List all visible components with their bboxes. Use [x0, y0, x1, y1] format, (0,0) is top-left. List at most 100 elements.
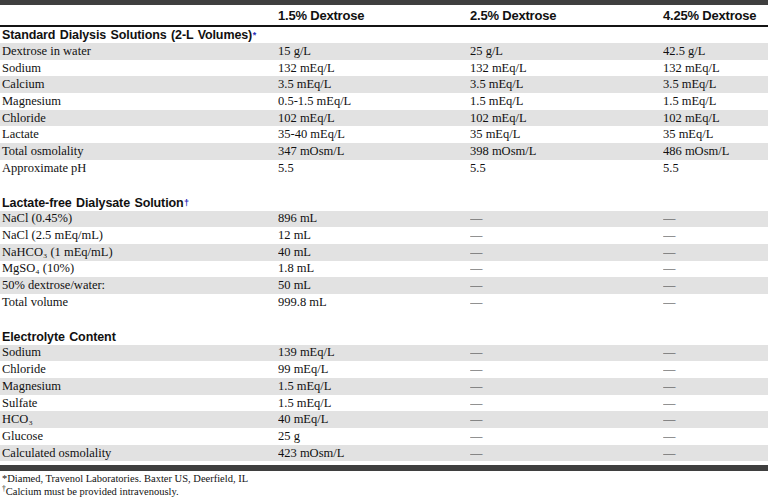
- cell-value: —: [470, 446, 663, 461]
- cell-value: 3.5 mEq/L: [470, 77, 663, 92]
- cell-value: 1.5 mEq/L: [278, 396, 470, 411]
- cell-value: 5.5: [663, 161, 768, 176]
- section-title-text: Electrolyte Content: [2, 330, 116, 344]
- table-row: Total volume999.8 mL——: [0, 294, 768, 311]
- cell-value: 25 g/L: [470, 44, 663, 59]
- column-header-1-5-dextrose: 1.5% Dextrose: [278, 8, 470, 23]
- cell-value: —: [663, 362, 768, 377]
- row-label: Glucose: [0, 429, 278, 444]
- row-label: HCO₃: [0, 412, 278, 427]
- cell-value: 15 g/L: [278, 44, 470, 59]
- cell-value: —: [663, 345, 768, 360]
- table-row: Glucose25 g——: [0, 428, 768, 445]
- section-title: Standard Dialysis Solutions (2-L Volumes…: [0, 27, 768, 43]
- table-row: Lactate35-40 mEq/L35 mEq/L35 mEq/L: [0, 126, 768, 143]
- row-label: Lactate: [0, 127, 278, 142]
- cell-value: 1.5 mEq/L: [470, 94, 663, 109]
- row-label: Dextrose in water: [0, 44, 278, 59]
- cell-value: 486 mOsm/L: [663, 144, 768, 159]
- row-label: MgSO₄ (10%): [0, 261, 278, 276]
- cell-value: 102 mEq/L: [278, 111, 470, 126]
- footnote-asterisk: *Diamed, Travenol Laboratories. Baxter U…: [2, 473, 768, 486]
- cell-value: —: [470, 211, 663, 226]
- cell-value: 132 mEq/L: [470, 61, 663, 76]
- cell-value: —: [470, 396, 663, 411]
- cell-value: —: [663, 379, 768, 394]
- table-row: 50% dextrose/water:50 mL——: [0, 277, 768, 294]
- cell-value: 132 mEq/L: [278, 61, 470, 76]
- cell-value: 0.5-1.5 mEq/L: [278, 94, 470, 109]
- row-label: Total osmolality: [0, 144, 278, 159]
- table-row: HCO₃40 mEq/L——: [0, 411, 768, 428]
- row-label: Calcium: [0, 77, 278, 92]
- cell-value: —: [663, 278, 768, 293]
- row-label: Chloride: [0, 111, 278, 126]
- cell-value: 3.5 mEq/L: [663, 77, 768, 92]
- cell-value: —: [663, 295, 768, 310]
- cell-value: —: [470, 429, 663, 444]
- cell-value: 42.5 g/L: [663, 44, 768, 59]
- footnote-text: Calcium must be provided intravenously.: [6, 486, 179, 497]
- table-row: NaHCO₃ (1 mEq/mL)40 mL——: [0, 244, 768, 261]
- cell-value: —: [663, 429, 768, 444]
- cell-value: —: [470, 261, 663, 276]
- table-row: Calcium3.5 mEq/L3.5 mEq/L3.5 mEq/L: [0, 76, 768, 93]
- table-row: NaCl (0.45%)896 mL——: [0, 211, 768, 228]
- section-title: Electrolyte Content: [0, 329, 768, 345]
- cell-value: 1.5 mEq/L: [663, 94, 768, 109]
- cell-value: 999.8 mL: [278, 295, 470, 310]
- section-title-text: Lactate-free Dialysate Solution: [2, 196, 184, 210]
- table-body: Standard Dialysis Solutions (2-L Volumes…: [0, 27, 768, 461]
- dialysis-solutions-table-page: 1.5% Dextrose 2.5% Dextrose 4.25% Dextro…: [0, 0, 768, 503]
- table-row: Chloride102 mEq/L102 mEq/L102 mEq/L: [0, 110, 768, 127]
- cell-value: 25 g: [278, 429, 470, 444]
- cell-value: —: [470, 379, 663, 394]
- table-row: Calculated osmolality423 mOsm/L——: [0, 445, 768, 462]
- column-header-4-25-dextrose: 4.25% Dextrose: [663, 8, 768, 23]
- table-row: Magnesium1.5 mEq/L——: [0, 378, 768, 395]
- cell-value: —: [470, 278, 663, 293]
- table-row: NaCl (2.5 mEq/mL)12 mL——: [0, 227, 768, 244]
- cell-value: —: [470, 228, 663, 243]
- cell-value: —: [470, 245, 663, 260]
- cell-value: —: [663, 245, 768, 260]
- table-row: Dextrose in water15 g/L25 g/L42.5 g/L: [0, 43, 768, 60]
- row-label: Sodium: [0, 345, 278, 360]
- cell-value: 102 mEq/L: [663, 111, 768, 126]
- footnote-dagger: †Calcium must be provided intravenously.: [2, 486, 768, 499]
- cell-value: —: [663, 261, 768, 276]
- cell-value: —: [663, 412, 768, 427]
- cell-value: 99 mEq/L: [278, 362, 470, 377]
- cell-value: 5.5: [470, 161, 663, 176]
- row-label: NaHCO₃ (1 mEq/mL): [0, 245, 278, 260]
- cell-value: —: [470, 295, 663, 310]
- section-title: Lactate-free Dialysate Solution†: [0, 195, 768, 211]
- table-row: Total osmolality347 mOsm/L398 mOsm/L486 …: [0, 143, 768, 160]
- table-row: Sodium139 mEq/L——: [0, 345, 768, 362]
- row-label: Sodium: [0, 61, 278, 76]
- column-header-row: 1.5% Dextrose 2.5% Dextrose 4.25% Dextro…: [0, 5, 768, 27]
- section-gap: [0, 177, 768, 195]
- cell-value: 40 mEq/L: [278, 412, 470, 427]
- row-label: Chloride: [0, 362, 278, 377]
- section-title-text: Standard Dialysis Solutions (2-L Volumes…: [2, 28, 252, 42]
- cell-value: —: [663, 396, 768, 411]
- table-row: Approximate pH5.55.55.5: [0, 160, 768, 177]
- cell-value: —: [470, 345, 663, 360]
- cell-value: —: [663, 228, 768, 243]
- table-row: Sulfate1.5 mEq/L——: [0, 395, 768, 412]
- table-row: Sodium132 mEq/L132 mEq/L132 mEq/L: [0, 60, 768, 77]
- cell-value: 347 mOsm/L: [278, 144, 470, 159]
- cell-value: —: [470, 362, 663, 377]
- cell-value: 423 mOsm/L: [278, 446, 470, 461]
- cell-value: 50 mL: [278, 278, 470, 293]
- row-label: Magnesium: [0, 94, 278, 109]
- cell-value: 35 mEq/L: [470, 127, 663, 142]
- footnote-text: Diamed, Travenol Laboratories. Baxter US…: [7, 473, 248, 484]
- table-row: MgSO₄ (10%)1.8 mL——: [0, 261, 768, 278]
- cell-value: 102 mEq/L: [470, 111, 663, 126]
- footnotes: *Diamed, Travenol Laboratories. Baxter U…: [0, 471, 768, 498]
- cell-value: 132 mEq/L: [663, 61, 768, 76]
- cell-value: 139 mEq/L: [278, 345, 470, 360]
- row-label: Total volume: [0, 295, 278, 310]
